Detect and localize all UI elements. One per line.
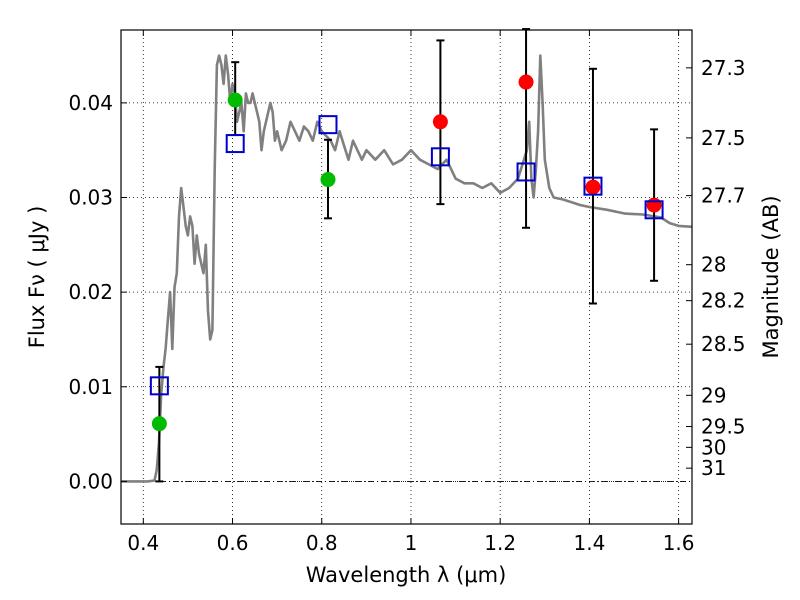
- model-flux-square: [644, 200, 664, 220]
- y-tick-label: 0.04: [68, 91, 113, 115]
- model-flux-square: [516, 162, 536, 182]
- y-tick-label: 0.02: [68, 280, 113, 304]
- red-data-point: [518, 74, 534, 90]
- x-axis-label: Wavelength λ (μm): [306, 563, 507, 587]
- model-flux-square: [225, 134, 245, 154]
- green-data-point: [151, 416, 167, 432]
- model-flux-square: [149, 376, 169, 396]
- magnitude-tick-label: 28.5: [701, 332, 746, 356]
- y-axis: 0.00 0.01 0.02 0.03 0.04: [68, 91, 127, 493]
- red-data-point: [585, 179, 601, 195]
- magnitude-tick-label: 28.2: [701, 289, 746, 313]
- red-data-point: [432, 114, 448, 130]
- x-tick-label: 0.4: [127, 531, 159, 555]
- y-tick-label: 0.00: [68, 469, 113, 493]
- y-tick-label: 0.03: [68, 186, 113, 210]
- magnitude-axis-label: Magnitude (AB): [759, 195, 783, 358]
- magnitude-tick-label: 29.5: [701, 415, 746, 439]
- x-tick-label: 0.6: [217, 531, 249, 555]
- model-flux-square: [430, 147, 450, 167]
- model-flux-square: [583, 176, 603, 196]
- x-tick-label: 1.2: [484, 531, 516, 555]
- y-axis-label: Flux Fν ( μJy ): [25, 206, 49, 349]
- magnitude-tick-label: 27.7: [701, 184, 746, 208]
- x-axis: 0.4 0.6 0.8 1 1.2 1.4 1.6: [127, 30, 695, 555]
- magnitude-tick-label: 27.3: [701, 56, 746, 80]
- green-data-point: [320, 172, 336, 188]
- model-flux-square: [318, 115, 338, 135]
- x-tick-label: 1.4: [573, 531, 605, 555]
- x-tick-label: 1.6: [663, 531, 695, 555]
- green-data-point: [227, 92, 243, 108]
- plot-area: [121, 28, 693, 483]
- magnitude-tick-label: 29: [701, 383, 726, 407]
- x-tick-label: 1: [405, 531, 418, 555]
- model-spectrum-line: [121, 54, 693, 483]
- x-tick-label: 0.8: [306, 531, 338, 555]
- plot-frame: [120, 29, 693, 525]
- magnitude-tick-label: 30: [701, 435, 726, 459]
- error-bar: [522, 28, 531, 229]
- y-tick-label: 0.01: [68, 375, 113, 399]
- magnitude-tick-label: 31: [701, 456, 726, 480]
- magnitude-tick-label: 28: [701, 253, 726, 277]
- red-data-point: [646, 197, 662, 213]
- magnitude-tick-label: 27.5: [701, 126, 746, 150]
